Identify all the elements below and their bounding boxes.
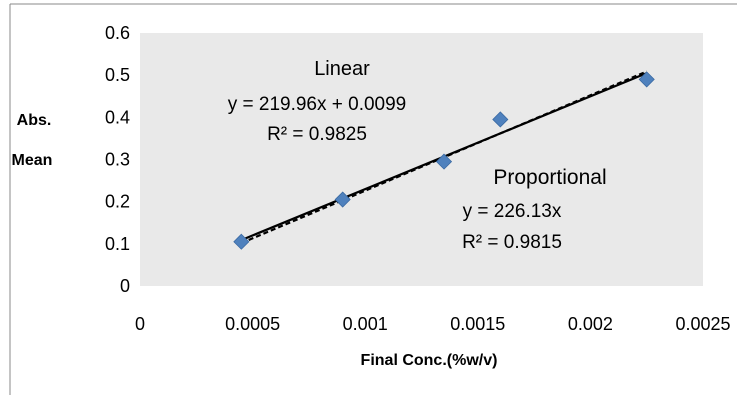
x-tick-label: 0.0025 <box>675 314 730 334</box>
y-tick-label: 0.5 <box>105 65 130 85</box>
x-tick-label: 0 <box>135 314 145 334</box>
y-axis-label-line2: Mean <box>12 152 53 169</box>
y-tick-label: 0.1 <box>105 234 130 254</box>
data-point <box>492 111 509 128</box>
linear-annotation-equation: y = 219.96x + 0.0099 <box>228 94 407 115</box>
y-tick-label: 0.4 <box>105 107 130 127</box>
y-tick-label: 0.2 <box>105 192 130 212</box>
data-point <box>233 233 250 250</box>
x-tick-label: 0.002 <box>568 314 613 334</box>
proportional-annotation-r2: R² = 0.9815 <box>462 232 562 253</box>
proportional-annotation-equation: y = 226.13x <box>463 201 562 222</box>
x-tick-label: 0.0015 <box>450 314 505 334</box>
y-tick-label: 0.6 <box>105 23 130 43</box>
y-tick-label: 0.3 <box>105 150 130 170</box>
data-points <box>233 71 655 250</box>
plot-area <box>140 33 703 286</box>
x-axis-label: Final Conc.(%w/v) <box>361 352 498 369</box>
y-axis-ticks: 0 0.1 0.2 0.3 0.4 0.5 0.6 <box>105 23 130 296</box>
y-tick-label: 0 <box>120 276 130 296</box>
y-axis-label-line1: Abs. <box>17 112 52 129</box>
linear-annotation-title: Linear <box>314 58 370 80</box>
data-point <box>638 71 655 88</box>
x-tick-label: 0.0005 <box>225 314 280 334</box>
proportional-annotation-title: Proportional <box>493 166 606 189</box>
x-axis-ticks: 0 0.0005 0.001 0.0015 0.002 0.0025 <box>135 314 731 334</box>
x-tick-label: 0.001 <box>343 314 388 334</box>
linear-annotation-r2: R² = 0.9825 <box>267 124 367 145</box>
data-point <box>334 191 351 208</box>
data-point <box>435 153 453 170</box>
